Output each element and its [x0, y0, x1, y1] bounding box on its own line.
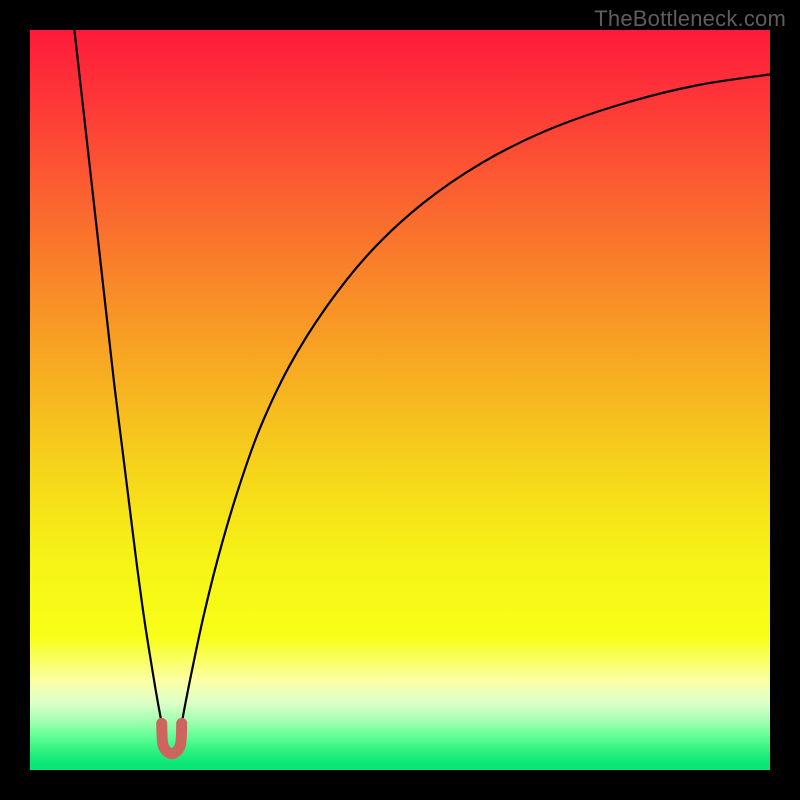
watermark-text: TheBottleneck.com	[594, 6, 786, 32]
plot-area	[30, 30, 770, 770]
bottleneck-chart	[0, 0, 800, 800]
chart-stage: TheBottleneck.com	[0, 0, 800, 800]
